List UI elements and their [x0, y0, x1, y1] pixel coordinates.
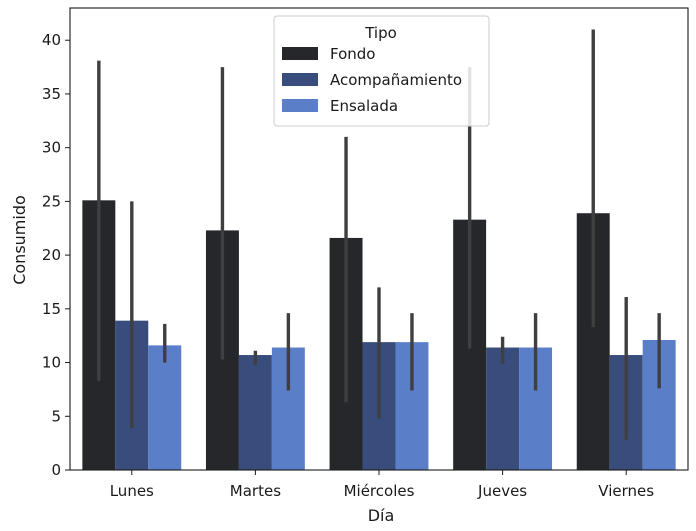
x-axis-label: Día	[368, 506, 395, 525]
x-tick-label: Viernes	[598, 482, 654, 500]
legend-title: Tipo	[364, 24, 397, 42]
legend-items: Fondo Acompañamiento Ensalada	[282, 45, 462, 115]
legend-swatch	[282, 73, 318, 86]
bar	[148, 345, 182, 470]
y-tick-label: 15	[42, 300, 61, 318]
legend-swatch	[282, 99, 318, 112]
legend-entry-label: Fondo	[330, 45, 375, 63]
axes-layer: 0 5 10 15 20 25 30 35 40 Lunes Martes Miércoles Juev…	[42, 7, 689, 500]
legend-swatch	[282, 47, 318, 60]
x-tick-label: Martes	[230, 482, 281, 500]
y-tick-label: 10	[42, 354, 61, 372]
x-tick-label: Miércoles	[344, 482, 415, 500]
error-bars-layer	[97, 29, 661, 440]
legend: Tipo Fondo Acompañamiento Ensalada	[273, 15, 490, 127]
y-tick-label: 35	[42, 85, 61, 103]
y-tick-label: 20	[42, 246, 61, 264]
legend-entry-label: Ensalada	[330, 97, 398, 115]
x-tick-label: Lunes	[110, 482, 154, 500]
legend-frame	[273, 15, 490, 127]
legend-entry-label: Acompañamiento	[330, 71, 462, 89]
bar	[486, 347, 520, 470]
y-tick-label: 30	[42, 139, 61, 157]
bar	[238, 355, 272, 470]
y-axis-label: Consumido	[10, 195, 29, 285]
y-tick-label: 25	[42, 192, 61, 210]
y-tick-label: 40	[42, 31, 61, 49]
x-tick-label: Jueves	[477, 482, 527, 500]
y-tick-label: 0	[51, 461, 61, 479]
y-tick-label: 5	[51, 407, 61, 425]
